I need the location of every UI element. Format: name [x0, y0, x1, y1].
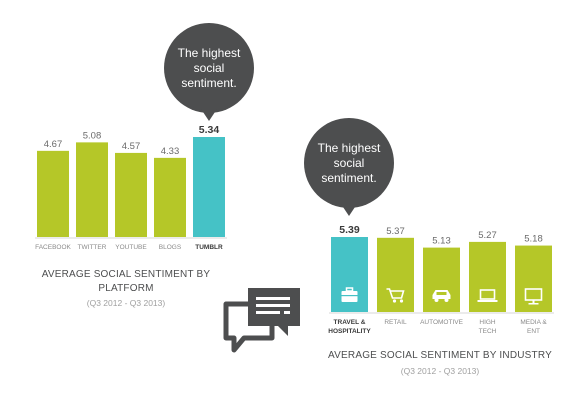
platform-category-label-1: TWITTER: [78, 244, 107, 251]
platform-category-label-3: BLOGS: [159, 244, 182, 251]
industry-bar-2: [423, 247, 460, 312]
car-icon: [432, 290, 451, 302]
platform-bar-3: [154, 157, 186, 237]
industry-category-label-1: RETAIL: [384, 319, 407, 326]
industry-category-label-4: MEDIA &: [520, 319, 547, 326]
industry-bar-1: [377, 237, 414, 312]
platform-highlight-bubble: The highest social sentiment.: [164, 23, 254, 113]
chat-bubbles-icon: [223, 288, 300, 353]
platform-bar-2: [115, 152, 147, 237]
industry-category-label-0: TRAVEL &: [334, 319, 366, 326]
industry-chart-title: AVERAGE SOCIAL SENTIMENT BY INDUSTRY: [328, 350, 552, 361]
platform-value-label-2: 4.57: [122, 141, 141, 152]
industry-value-label-0: 5.39: [339, 224, 360, 236]
monitor-icon: [524, 288, 543, 305]
laptop-icon: [477, 289, 498, 302]
platform-category-label-0: FACEBOOK: [35, 244, 71, 251]
platform-category-label-4: TUMBLR: [195, 244, 223, 251]
industry-highlight-bubble: The highest social sentiment.: [304, 118, 394, 208]
industry-category-label-3: TECH: [479, 328, 497, 335]
industry-value-label-2: 5.13: [432, 236, 451, 247]
platform-chart-title: AVERAGE SOCIAL SENTIMENT BY PLATFORM: [41, 269, 211, 294]
industry-category-label-4: ENT: [527, 328, 540, 335]
industry-category-label-2: AUTOMOTIVE: [420, 319, 464, 326]
platform-value-label-3: 4.33: [161, 146, 180, 157]
platform-bubble-tail: [201, 109, 217, 121]
shopping-cart-icon: [386, 288, 405, 303]
platform-bar-0: [37, 150, 69, 237]
industry-value-label-1: 5.37: [386, 226, 405, 237]
platform-value-label-0: 4.67: [44, 139, 63, 150]
platform-value-label-1: 5.08: [83, 130, 102, 141]
platform-value-label-4: 5.34: [199, 124, 220, 136]
platform-bubble-text: The highest social sentiment.: [177, 45, 241, 90]
platform-bar-1: [76, 142, 108, 237]
industry-value-label-4: 5.18: [524, 234, 543, 245]
platform-bar-4: [193, 137, 225, 237]
industry-bubble-tail: [341, 204, 357, 216]
platform-category-label-2: YOUTUBE: [115, 244, 147, 251]
industry-category-label-3: HIGH: [479, 319, 496, 326]
platform-chart-subtitle: (Q3 2012 - Q3 2013): [86, 298, 166, 308]
industry-value-label-3: 5.27: [478, 230, 497, 241]
industry-bubble-text: The highest social sentiment.: [317, 140, 381, 185]
industry-category-label-0: HOSPITALITY: [328, 328, 371, 335]
industry-chart-subtitle: (Q3 2012 - Q3 2013): [400, 366, 480, 376]
briefcase-icon: [341, 287, 358, 302]
